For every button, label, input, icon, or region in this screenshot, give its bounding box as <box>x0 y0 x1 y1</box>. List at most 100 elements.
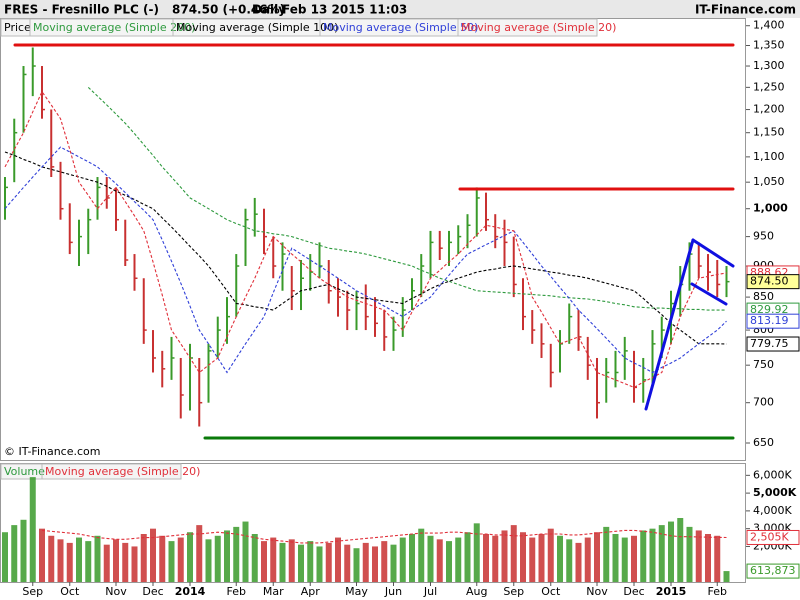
volume-bar <box>168 541 175 582</box>
volume-bar <box>464 532 471 582</box>
volume-bar <box>48 535 55 582</box>
volume-bar <box>547 528 554 582</box>
volume-bar <box>594 532 600 582</box>
x-tick-label: Apr <box>301 585 321 598</box>
volume-bar <box>390 544 397 582</box>
volume-bar <box>566 539 573 582</box>
y-tick-label: 1,100 <box>753 150 785 163</box>
volume-bar <box>399 537 406 582</box>
volume-bar <box>261 541 267 582</box>
legend: Price Moving average (Simple 200) Moving… <box>0 18 616 480</box>
volume-bar <box>501 530 508 582</box>
volume-bar <box>57 539 64 582</box>
volume-bar <box>233 526 240 582</box>
volume-bar <box>455 537 462 582</box>
volume-bar <box>362 542 369 582</box>
volume-bar <box>353 548 360 582</box>
volume-bar <box>140 534 147 582</box>
volume-bar <box>85 541 92 582</box>
volume-bar <box>436 539 443 582</box>
x-tick-label: Dec <box>142 585 163 598</box>
volume-bar <box>2 532 8 582</box>
volume-bar <box>307 541 314 582</box>
volume-bar <box>723 571 730 582</box>
x-tick-label: Sep <box>22 585 43 598</box>
x-tick-label: Dec <box>623 585 644 598</box>
symbol: FRES - Fresnillo PLC (-) <box>4 3 159 17</box>
legend-ma100: Moving average (Simple 100) <box>176 21 338 34</box>
volume-bar <box>640 530 647 582</box>
legend-box <box>0 18 598 37</box>
ma-line <box>87 87 727 311</box>
volume-bar <box>298 544 304 582</box>
volume-bar <box>288 539 295 582</box>
legend-ma200: Moving average (Simple 200) <box>33 21 195 34</box>
x-tick-label: Feb <box>708 585 727 598</box>
volume-bar <box>94 535 101 582</box>
volume-bar <box>11 525 18 582</box>
volume-bar <box>335 537 341 582</box>
x-tick-label: Aug <box>466 585 487 598</box>
y-tick-label: 1,250 <box>753 80 785 93</box>
x-tick-label: Feb <box>227 585 246 598</box>
volume-bar <box>695 530 702 582</box>
x-tick-label: Oct <box>60 585 80 598</box>
volume-bar <box>224 530 230 582</box>
volume-bar <box>187 532 193 582</box>
value-badge <box>746 563 800 579</box>
drawings <box>13 43 735 440</box>
volume-bar <box>658 525 665 582</box>
volume-bar <box>483 534 489 582</box>
volume-panel <box>0 463 746 583</box>
volume-bar <box>668 521 674 582</box>
volume-bar <box>279 542 286 582</box>
volume-bar <box>251 534 258 582</box>
volume-bar <box>131 546 138 582</box>
copyright: © IT-Finance.com <box>4 445 101 458</box>
x-tick-label: Nov <box>586 585 608 598</box>
y-tick-label: 650 <box>753 436 774 449</box>
y-tick-label: 4,000K <box>753 504 792 517</box>
value-badge-label: 2,505K <box>750 530 789 543</box>
legend-box <box>0 463 182 480</box>
y-tick-label: 5,000K <box>753 486 797 499</box>
volume-bar <box>686 526 693 582</box>
header-bar <box>0 0 800 18</box>
value-badge-label: 874.50 <box>750 275 789 288</box>
value-badge <box>746 529 800 545</box>
x-tick-label: 2014 <box>175 585 206 598</box>
volume-bar <box>714 535 721 582</box>
volume-bar <box>20 519 27 582</box>
volume-bar <box>584 537 591 582</box>
trend-line <box>691 238 735 268</box>
volume-bar <box>538 534 545 582</box>
volume-bar <box>325 542 332 582</box>
volume-bar <box>205 539 212 582</box>
volume-bar <box>159 535 166 582</box>
volume-bar <box>677 518 684 582</box>
x-tick-label: Oct <box>541 585 561 598</box>
y-tick-label: 1,050 <box>753 175 785 188</box>
y-tick-label: 850 <box>753 290 774 303</box>
x-tick-label: Sep <box>503 585 524 598</box>
volume-bar <box>557 535 563 582</box>
ma-line <box>4 90 727 389</box>
trend-line <box>644 238 695 411</box>
volume-bar <box>150 528 156 582</box>
volume-bar <box>381 541 388 582</box>
legend-ma50: Moving average (Simple 50) <box>323 21 478 34</box>
ma-line <box>4 146 727 374</box>
volume-bar <box>473 523 480 582</box>
volume-bar <box>242 521 249 582</box>
legend-vol-ma: Moving average (Simple 20) <box>45 465 200 478</box>
volume-bar <box>372 546 378 582</box>
volume-bar <box>427 535 434 582</box>
x-tick-label: Jun <box>384 585 402 598</box>
value-badge <box>746 336 800 352</box>
volume-bar <box>113 539 119 582</box>
value-badge <box>746 313 800 329</box>
y-tick-label: 1,400 <box>753 19 785 32</box>
y-tick-label: 1,000 <box>753 202 788 215</box>
y-tick-label: 6,000K <box>753 468 792 481</box>
